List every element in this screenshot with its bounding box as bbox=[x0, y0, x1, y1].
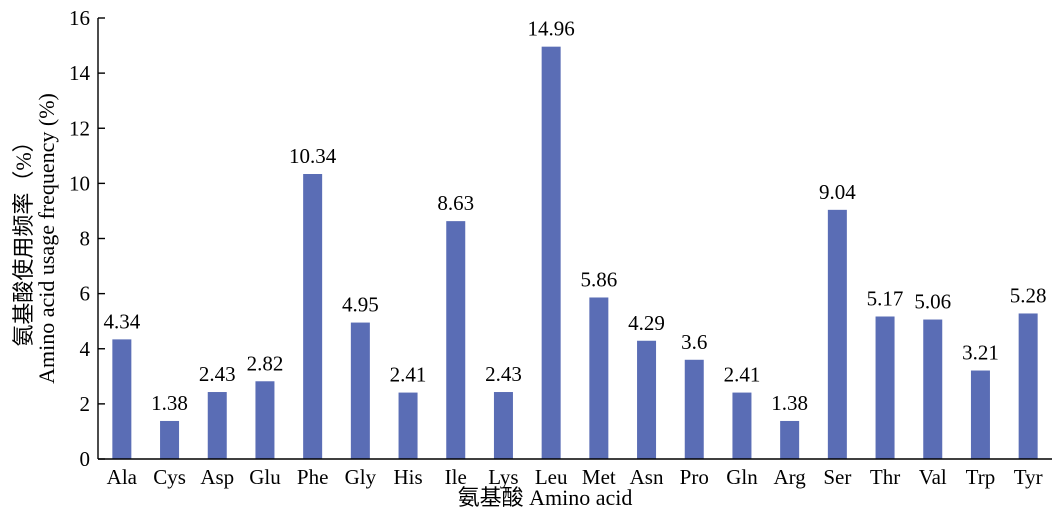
y-axis-title-chinese: 氨基酸使用频率（%） bbox=[11, 130, 36, 346]
bar-value-label: 5.28 bbox=[1010, 283, 1047, 307]
bar-value-label: 2.41 bbox=[724, 363, 761, 387]
x-tick-label: Ala bbox=[107, 465, 138, 489]
x-tick-label: Cys bbox=[153, 465, 186, 489]
bar-arg bbox=[780, 421, 799, 459]
x-tick-label: Val bbox=[919, 465, 947, 489]
bar-value-label: 1.38 bbox=[151, 391, 188, 415]
bar-ser bbox=[828, 210, 847, 459]
bar-value-label: 5.06 bbox=[914, 290, 951, 314]
x-tick-label: His bbox=[393, 465, 422, 489]
y-tick-label: 10 bbox=[69, 171, 90, 195]
bars-group bbox=[112, 47, 1037, 459]
bar-value-label: 9.04 bbox=[819, 180, 856, 204]
x-tick-label: Asp bbox=[200, 465, 234, 489]
bar-val bbox=[923, 320, 942, 459]
y-tick-label: 2 bbox=[80, 392, 91, 416]
bar-value-label: 1.38 bbox=[771, 391, 808, 415]
bar-thr bbox=[876, 317, 895, 459]
bar-value-label: 4.95 bbox=[342, 293, 379, 317]
x-axis-title: 氨基酸 Amino acid bbox=[458, 485, 633, 510]
bar-pro bbox=[685, 360, 704, 459]
bar-value-label: 2.82 bbox=[247, 351, 284, 375]
bar-value-labels: 4.34 1.38 2.43 2.82 10.34 4.95 2.41 8.63 2.43 14.… bbox=[103, 17, 1046, 415]
bar-ala bbox=[112, 339, 131, 459]
x-tick-label: Tyr bbox=[1014, 465, 1043, 489]
bar-asp bbox=[208, 392, 227, 459]
bar-value-label: 2.43 bbox=[485, 362, 522, 386]
x-tick-label: Arg bbox=[774, 465, 807, 489]
bar-value-label: 5.17 bbox=[867, 287, 904, 311]
bar-value-label: 14.96 bbox=[528, 17, 575, 41]
bar-value-label: 2.41 bbox=[390, 363, 427, 387]
bar-gly bbox=[351, 323, 370, 459]
x-tick-label: Trp bbox=[966, 465, 996, 489]
bar-his bbox=[399, 393, 418, 459]
y-tick-label: 16 bbox=[69, 6, 90, 30]
bar-ile bbox=[446, 221, 465, 459]
bar-met bbox=[589, 297, 608, 459]
y-tick-label: 0 bbox=[80, 447, 91, 471]
x-tick-label: Phe bbox=[297, 465, 329, 489]
bar-tyr bbox=[1019, 313, 1038, 459]
x-tick-label: Thr bbox=[870, 465, 900, 489]
bar-value-label: 4.34 bbox=[103, 309, 140, 333]
y-tick-label: 12 bbox=[69, 116, 90, 140]
x-tick-label: Ser bbox=[823, 465, 851, 489]
bar-value-label: 5.86 bbox=[580, 267, 617, 291]
y-tick-label: 4 bbox=[80, 337, 91, 361]
y-tick-label: 6 bbox=[80, 282, 91, 306]
y-tick-label: 8 bbox=[80, 227, 91, 251]
bar-glu bbox=[255, 381, 274, 459]
bar-gln bbox=[732, 393, 751, 459]
bar-asn bbox=[637, 341, 656, 459]
bar-value-label: 3.6 bbox=[681, 330, 707, 354]
bar-value-label: 8.63 bbox=[437, 191, 474, 215]
bar-leu bbox=[542, 47, 561, 459]
bar-value-label: 3.21 bbox=[962, 341, 999, 365]
bar-value-label: 10.34 bbox=[289, 144, 337, 168]
x-tick-label: Asn bbox=[630, 465, 664, 489]
x-tick-label: Gln bbox=[726, 465, 758, 489]
bar-cys bbox=[160, 421, 179, 459]
bar-lys bbox=[494, 392, 513, 459]
bar-phe bbox=[303, 174, 322, 459]
y-axis-title-english: Amino acid usage frequency (%) bbox=[34, 93, 59, 384]
y-tick-label: 14 bbox=[69, 61, 91, 85]
x-tick-label: Pro bbox=[680, 465, 709, 489]
x-tick-label: Gly bbox=[345, 465, 377, 489]
bar-trp bbox=[971, 371, 990, 459]
bar-value-label: 2.43 bbox=[199, 362, 236, 386]
y-axis-ticks: 0 2 4 6 8 10 12 14 16 bbox=[69, 6, 105, 471]
bar-value-label: 4.29 bbox=[628, 311, 665, 335]
x-tick-label: Glu bbox=[249, 465, 281, 489]
